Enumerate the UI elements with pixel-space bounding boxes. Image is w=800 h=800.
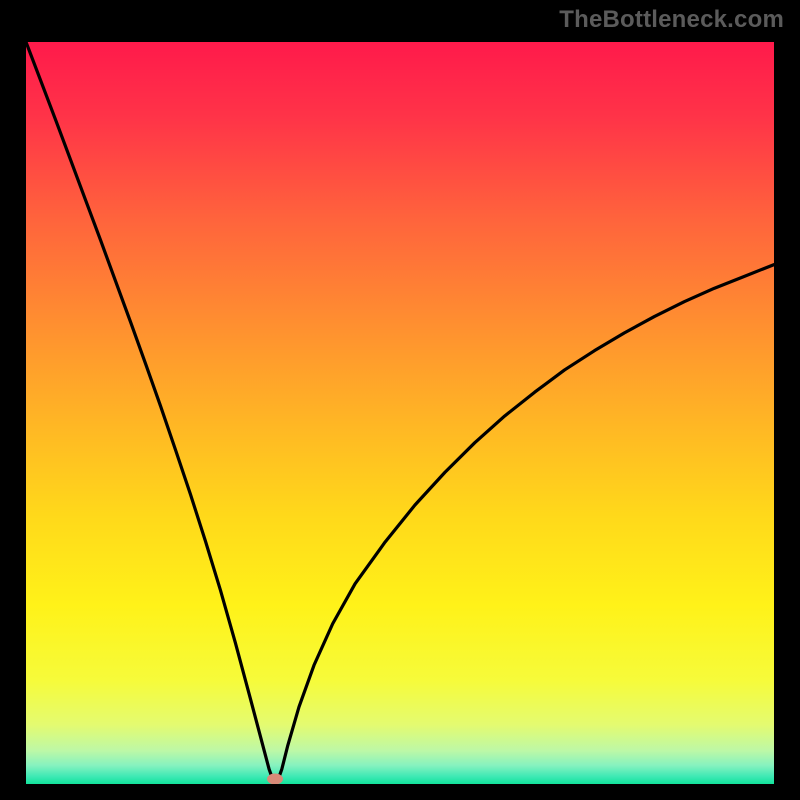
minimum-marker [267, 773, 283, 784]
chart-root: TheBottleneck.com [0, 0, 800, 800]
watermark-text: TheBottleneck.com [559, 6, 784, 34]
gradient-background [26, 42, 774, 784]
plot-area [26, 42, 774, 784]
